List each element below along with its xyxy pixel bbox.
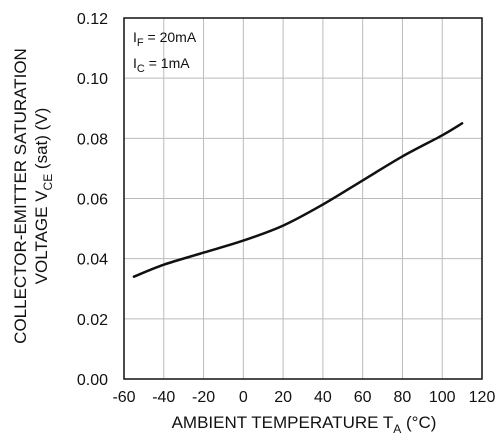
x-tick-label: 120 [469,389,496,406]
y-tick-label: 0.04 [77,252,108,269]
series-line [132,122,464,278]
x-tick-label: 40 [314,389,332,406]
y-tick-label: 0.00 [77,372,108,389]
x-tick-label: 100 [429,389,456,406]
y-axis-label-line2: VOLTAGE VCE (sat) (V) [32,108,55,285]
x-tick-labels: -60 -40 -20 0 20 40 60 80 100 120 [112,389,495,406]
y-tick-labels: 0.00 0.02 0.04 0.06 0.08 0.10 0.12 [77,11,108,389]
y-axis-label-line2-rest: (sat) (V) [32,108,51,174]
x-tick-label: -40 [152,389,175,406]
x-axis-label-subscript: A [393,422,401,436]
x-tick-label: 80 [394,389,412,406]
x-axis-label: AMBIENT TEMPERATURE TA (°C) [172,413,437,436]
y-tick-label: 0.08 [77,131,108,148]
y-axis-label: COLLECTOR-EMITTER SATURATION VOLTAGE VCE… [11,48,55,344]
x-axis-label-main: AMBIENT TEMPERATURE T [172,413,394,432]
y-axis-label-line2-subscript: CE [41,174,55,191]
plot-frame [123,17,483,380]
y-axis-label-line1: COLLECTOR-EMITTER SATURATION [11,48,30,344]
y-axis-label-line2-main: VOLTAGE V [32,190,51,285]
grid [124,18,482,379]
y-tick-label: 0.10 [77,71,108,88]
series-layer [132,122,464,278]
x-tick-label: -20 [192,389,215,406]
x-axis-label-unit: (°C) [401,413,436,432]
condition-annotation: IC = 1mA [133,55,190,75]
condition-annotation: IF = 20mA [133,29,197,49]
x-tick-label: -60 [112,389,135,406]
annotations: IF = 20mA IC = 1mA [133,29,197,75]
x-tick-label: 20 [274,389,292,406]
x-tick-label: 60 [354,389,372,406]
y-tick-label: 0.12 [77,11,108,28]
y-tick-label: 0.06 [77,192,108,209]
x-tick-label: 0 [239,389,248,406]
y-tick-label: 0.02 [77,312,108,329]
